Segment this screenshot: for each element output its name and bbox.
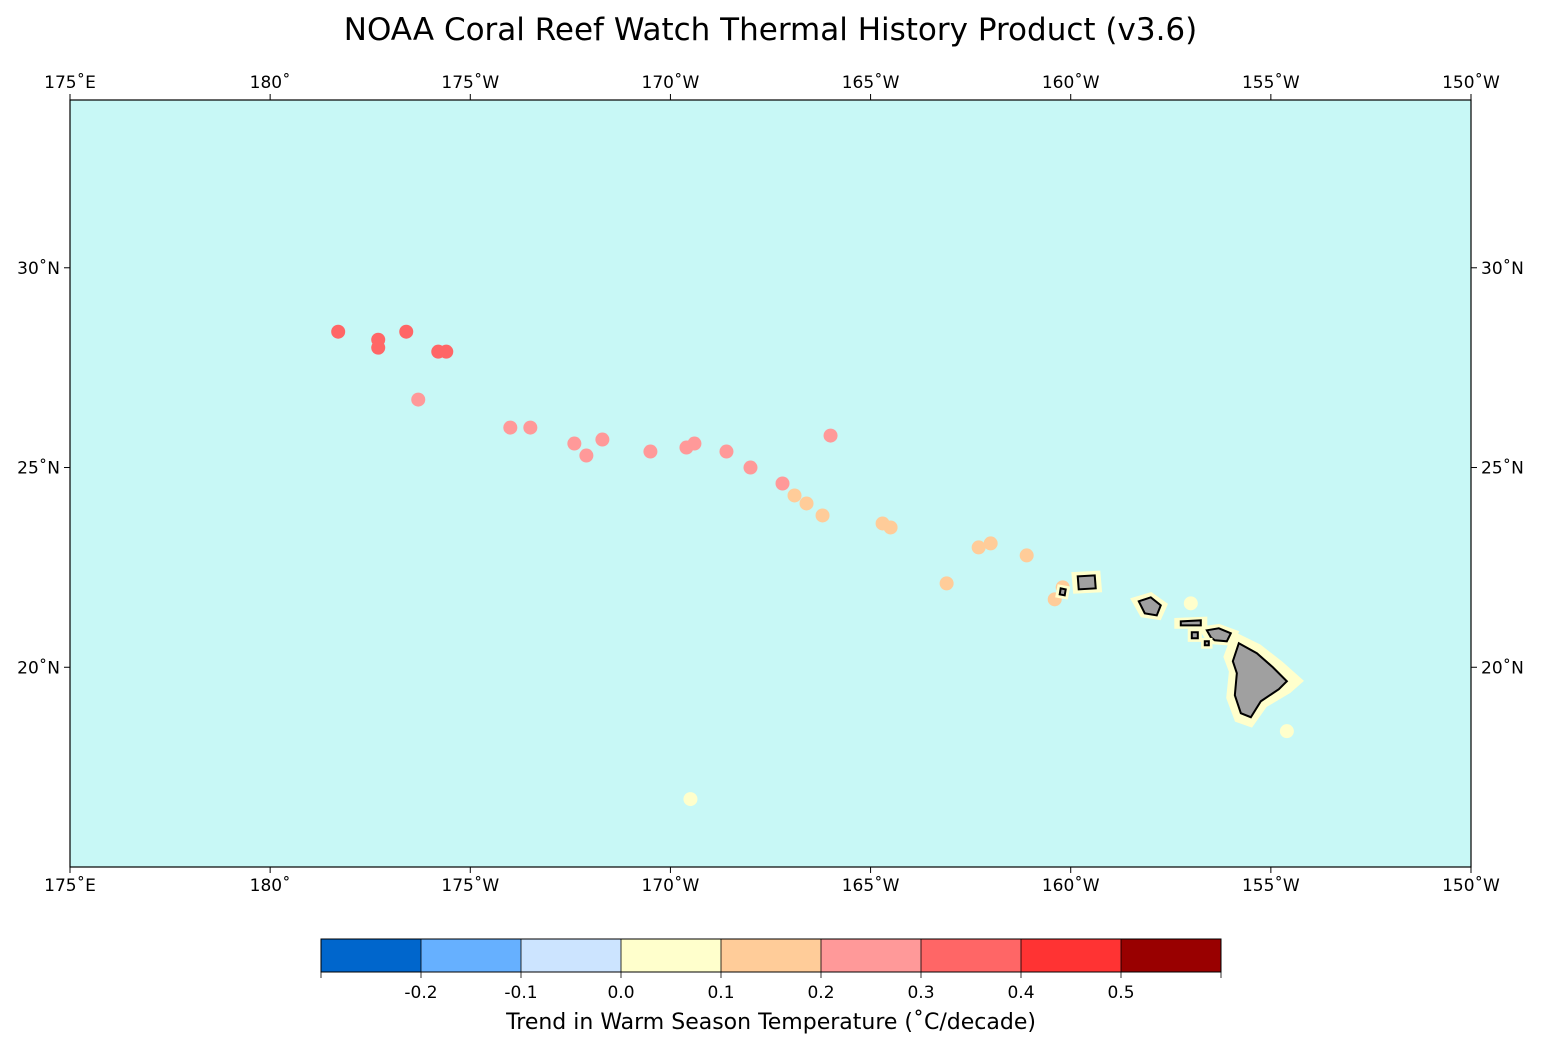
- lon-tick-label-top: 155˚W: [1242, 72, 1300, 93]
- lon-tick-label-bottom: 165˚W: [842, 875, 900, 896]
- colorbar-bin: [621, 939, 721, 972]
- reef-trend-point: [687, 436, 702, 451]
- colorbar-tick-label: -0.1: [504, 983, 537, 1003]
- colorbar-bin: [521, 939, 621, 972]
- colorbar-tick-label: 0.4: [1007, 983, 1034, 1003]
- reef-trend-point: [775, 476, 790, 491]
- colorbar-bin: [421, 939, 521, 972]
- reef-trend-point: [523, 420, 538, 435]
- lat-tick-label-right: 20˚N: [1481, 657, 1524, 678]
- lat-tick-label-right: 25˚N: [1481, 458, 1524, 479]
- reef-trend-point: [823, 428, 838, 443]
- lon-tick-label-bottom: 160˚W: [1042, 875, 1100, 896]
- reef-trend-point: [595, 432, 610, 447]
- reef-trend-point: [683, 792, 698, 807]
- island-landmass: [1231, 641, 1289, 719]
- map-frame: [69, 99, 1472, 868]
- island-layer: [1055, 570, 1304, 728]
- reef-trend-point: [787, 488, 802, 503]
- colorbar-label: Trend in Warm Season Temperature (˚C/dec…: [505, 1010, 1036, 1035]
- lon-tick-label-top: 175˚E: [44, 72, 96, 93]
- reef-trend-point: [883, 520, 898, 535]
- lon-tick-label-bottom: 170˚W: [642, 875, 700, 896]
- lon-tick-label-bottom: 180˚: [250, 875, 291, 896]
- reef-trend-point: [643, 444, 658, 459]
- lat-tick-label-left: 30˚N: [17, 258, 60, 279]
- lon-tick-label-top: 170˚W: [642, 72, 700, 93]
- colorbar: -0.2 -0.1 0.0 0.1 0.2 0.3 0.4 0.5: [320, 938, 1222, 1003]
- map-title: NOAA Coral Reef Watch Thermal History Pr…: [343, 12, 1198, 48]
- lon-tick-label-bottom: 155˚W: [1242, 875, 1300, 896]
- colorbar-tick-label: 0.0: [607, 983, 634, 1003]
- reef-trend-point: [743, 460, 758, 475]
- lon-tick-label-top: 165˚W: [842, 72, 900, 93]
- lon-tick-label-bottom: 175˚W: [441, 875, 499, 896]
- lon-tick-label-bottom: 150˚W: [1442, 875, 1500, 896]
- island-landmass: [1190, 631, 1199, 640]
- island-landmass: [1076, 574, 1097, 591]
- reef-trend-point: [939, 576, 954, 591]
- lon-tick-label-top: 150˚W: [1442, 72, 1500, 93]
- colorbar-tick-label: 0.3: [907, 983, 934, 1003]
- reef-trend-point: [331, 324, 346, 339]
- reef-trend-point: [411, 392, 426, 407]
- tick-layer: 175˚E 175˚E 180˚ 180˚ 175˚W 175˚W 170˚W 170˚W 16…: [17, 72, 1524, 896]
- reef-trend-point: [503, 420, 518, 435]
- island-landmass: [1058, 587, 1067, 597]
- reef-trend-point: [971, 540, 986, 555]
- ocean-background: [70, 100, 1471, 867]
- island-landmass: [1205, 627, 1233, 643]
- reef-trend-point: [439, 344, 454, 359]
- reef-trend-point: [1019, 548, 1034, 563]
- lat-tick-label-left: 20˚N: [17, 657, 60, 678]
- colorbar-tick-label: 0.2: [807, 983, 834, 1003]
- colorbar-bin: [721, 939, 821, 972]
- reef-trend-point: [799, 496, 814, 511]
- lon-tick-label-top: 175˚W: [441, 72, 499, 93]
- reef-trend-point: [579, 448, 594, 463]
- lat-tick-label-right: 30˚N: [1481, 258, 1524, 279]
- lon-tick-label-bottom: 175˚E: [44, 875, 96, 896]
- colorbar-tick-label: 0.5: [1107, 983, 1134, 1003]
- reef-trend-layer: [331, 324, 1294, 807]
- colorbar-bin: [1121, 939, 1221, 972]
- reef-trend-point: [1279, 724, 1294, 739]
- reef-trend-point: [371, 340, 386, 355]
- lon-tick-label-top: 160˚W: [1042, 72, 1100, 93]
- reef-trend-point: [567, 436, 582, 451]
- reef-trend-point: [1183, 596, 1198, 611]
- colorbar-bin: [321, 939, 421, 972]
- lon-tick-label-top: 180˚: [250, 72, 291, 93]
- reef-trend-point: [815, 508, 830, 523]
- island-landmass: [1203, 640, 1210, 647]
- colorbar-tick-label: 0.1: [707, 983, 734, 1003]
- island-landmass: [1137, 596, 1162, 617]
- colorbar-bin: [1021, 939, 1121, 972]
- lat-tick-label-left: 25˚N: [17, 458, 60, 479]
- map-area: [70, 100, 1471, 867]
- colorbar-bin: [821, 939, 921, 972]
- colorbar-bin: [921, 939, 1021, 972]
- reef-trend-point: [719, 444, 734, 459]
- reef-trend-point: [983, 536, 998, 551]
- colorbar-tick-label: -0.2: [404, 983, 437, 1003]
- reef-trend-point: [399, 324, 414, 339]
- island-landmass: [1179, 619, 1202, 627]
